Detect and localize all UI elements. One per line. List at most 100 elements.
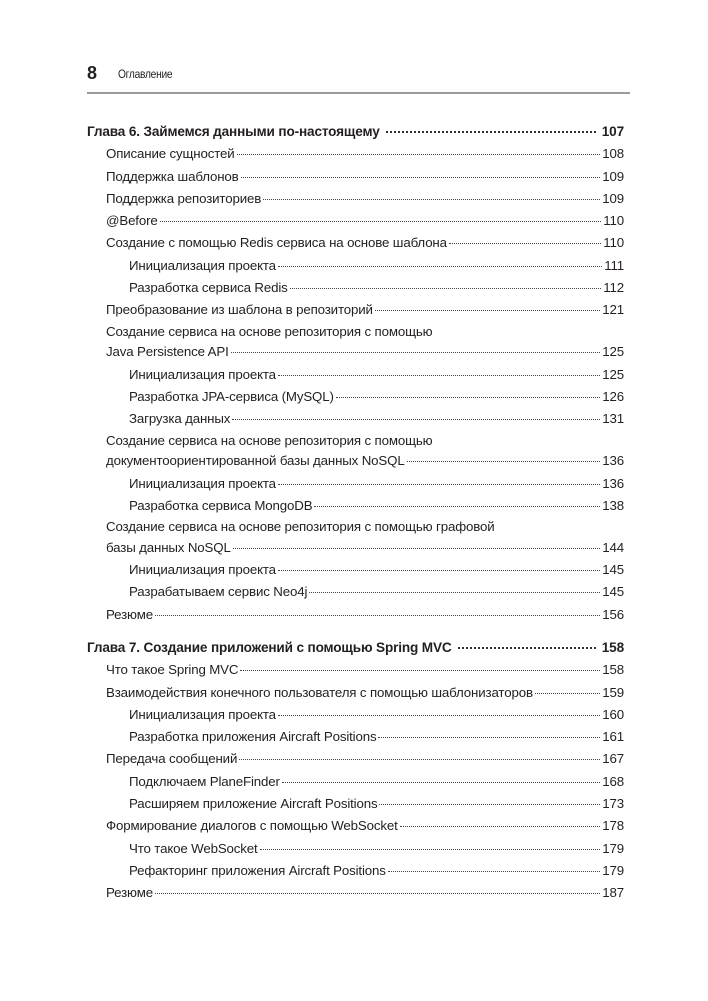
toc-entry: Преобразование из шаблона в репозиторий 1… [87,299,624,321]
dot-leader [230,352,601,354]
chapter-heading-title: Глава 6. Займемся данными по-настоящему [87,124,380,139]
toc-subentry-title: Что такое WebSocket [129,840,258,856]
chapter-spacer [87,626,624,637]
dot-leader [309,592,601,594]
toc-subentry-page: 136 [602,475,624,491]
dot-leader [448,243,602,245]
toc-subentry-title: Инициализация проекта [129,562,276,578]
toc-subentry-title: Инициализация проекта [129,366,276,382]
toc-entry-title: Описание сущностей [106,146,235,162]
toc-entry-title: базы данных NoSQL [106,539,231,555]
toc-entry: Создание с помощью Redis сервиса на осно… [87,232,624,254]
toc-subentry-page: 138 [602,497,624,513]
toc-subentry-title: Инициализация проекта [129,706,276,722]
toc-subentry-title: Разработка приложения Aircraft Positions [129,729,377,745]
toc-subentry-page: 126 [602,388,624,404]
toc-subentry: Инициализация проекта 111 [87,255,624,277]
toc-entry-title: Преобразование из шаблона в репозиторий [106,302,373,318]
toc-entry-title: Что такое Spring MVC [106,662,239,678]
toc-subentry: Инициализация проекта 136 [87,473,624,495]
dot-leader [277,570,601,572]
toc-entry-title: Поддержка репозиториев [106,190,262,206]
toc-entry-page: 125 [602,344,624,360]
toc-entry: Поддержка репозиториев 109 [87,188,624,210]
toc-entry-page: 121 [602,302,624,318]
toc-entry-title: @Before [106,213,158,229]
toc-subentry: Загрузка данных 131 [87,408,624,430]
toc-subentry-page: 112 [603,280,624,296]
dot-leader [374,310,601,312]
toc-subentry-page: 161 [602,729,624,745]
dot-leader [236,154,601,156]
toc-entry-multiline: Создание сервиса на основе репозитория с… [87,431,624,473]
toc-entry: Резюме 187 [87,882,624,904]
toc-entry: базы данных NoSQL 144 [87,537,624,559]
dot-leader [239,759,601,761]
toc-entry-title: Резюме [106,885,153,901]
dot-leader [232,547,601,549]
toc-subentry-title: Инициализация проекта [129,257,276,273]
dot-leader [387,870,601,872]
toc-entry-page: 110 [603,235,624,251]
toc-subentry-title: Расширяем приложение Aircraft Positions [129,796,378,812]
toc-entry-page: 178 [602,818,624,834]
toc-subentry-page: 179 [602,862,624,878]
toc-entry-title: Передача сообщений [106,751,238,767]
toc-subentry-page: 179 [602,840,624,856]
toc-entry-title: документоориентированной базы данных NoS… [106,453,405,469]
chapter-heading: Глава 7. Создание приложений с помощью S… [87,637,624,659]
toc-subentry-page: 125 [602,366,624,382]
toc-subentry-page: 131 [602,411,624,427]
toc-subentry: Разработка JPA-сервиса (MySQL) 126 [87,386,624,408]
toc-subentry-page: 111 [604,257,624,273]
toc-entry-title: Формирование диалогов с помощью WebSocke… [106,818,398,834]
dot-leader [385,131,596,133]
toc-entry-title-line1: Создание сервиса на основе репозитория с… [106,323,433,339]
chapter-heading: Глава 6. Займемся данными по-настоящему 1… [87,121,624,143]
toc-entry-page: 156 [602,606,624,622]
toc-entry-page: 110 [603,213,624,229]
toc-entry: Взаимодействия конечного пользователя с … [87,682,624,704]
chapter-heading-title: Глава 7. Создание приложений с помощью S… [87,640,452,655]
toc-entry: Поддержка шаблонов 109 [87,166,624,188]
toc-entry-title: Поддержка шаблонов [106,168,239,184]
toc-subentry: Разработка приложения Aircraft Positions… [87,726,624,748]
toc-subentry-title: Подключаем PlaneFinder [129,773,280,789]
toc-entry-page: 167 [602,751,624,767]
toc-subentry-page: 168 [602,773,624,789]
dot-leader [335,396,601,398]
page-header: 8 Оглавление [87,63,630,94]
toc-entry-page: 109 [602,168,624,184]
toc-entry-page: 144 [602,539,624,555]
toc-entry-page: 136 [602,453,624,469]
toc-entry: Что такое Spring MVC 158 [87,659,624,681]
toc-subentry-title: Разработка JPA-сервиса (MySQL) [129,388,334,404]
toc-entry-title: Взаимодействия конечного пользователя с … [106,684,533,700]
toc-entry: документоориентированной базы данных NoS… [87,450,624,472]
dot-leader [281,781,601,783]
dot-leader [259,848,601,850]
toc-subentry-title: Рефакторинг приложения Aircraft Position… [129,862,386,878]
toc-entry-title: Java Persistence API [106,344,229,360]
dot-leader [378,737,601,739]
dot-leader [240,670,601,672]
toc-subentry: Подключаем PlaneFinder 168 [87,771,624,793]
toc-entry-title: Создание с помощью Redis сервиса на осно… [106,235,447,251]
toc-subentry-page: 160 [602,706,624,722]
dot-leader [277,483,601,485]
toc-subentry: Расширяем приложение Aircraft Positions 1… [87,793,624,815]
toc-subentry: Инициализация проекта 145 [87,559,624,581]
table-of-contents: Глава 6. Займемся данными по-настоящему 1… [87,121,624,905]
toc-entry-multiline: Создание сервиса на основе репозитория с… [87,322,624,364]
toc-subentry-title: Загрузка данных [129,411,231,427]
toc-subentry: Разработка сервиса MongoDB 138 [87,495,624,517]
dot-leader [232,419,601,421]
toc-subentry-title: Разрабатываем сервис Neo4j [129,584,308,600]
toc-subentry-title: Инициализация проекта [129,475,276,491]
toc-entry: Резюме 156 [87,604,624,626]
toc-subentry-title: Разработка сервиса Redis [129,280,288,296]
dot-leader [263,198,601,200]
chapter-heading-page: 158 [601,640,624,655]
toc-entry-title: Резюме [106,606,153,622]
dot-leader [534,692,601,694]
